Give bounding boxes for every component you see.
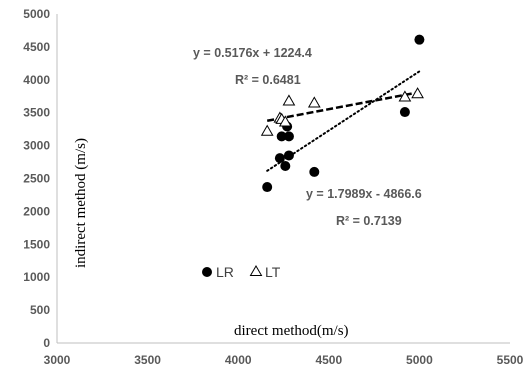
lt-point: [260, 124, 274, 136]
lr-point: [262, 182, 273, 193]
lr-trendline: [266, 70, 421, 172]
data-points: [260, 34, 425, 193]
y-tick-label: 4000: [23, 73, 50, 87]
lr-point: [414, 34, 425, 45]
lt-point: [307, 96, 321, 108]
lt-point: [278, 115, 292, 127]
lr-point: [309, 166, 320, 177]
y-axis-title: indirect method (m/s): [73, 138, 89, 268]
lr-point: [274, 153, 285, 164]
lt-point: [282, 94, 296, 106]
y-tick-label: 3000: [23, 139, 50, 153]
legend-lt-marker: [249, 265, 263, 276]
y-tick-label: 4500: [23, 40, 50, 54]
y-tick-label: 0: [43, 336, 50, 350]
legend-lt-label: LT: [265, 264, 281, 280]
x-tick-label: 3000: [44, 353, 71, 367]
lt-trend-equation: y = 0.5176x + 1224.4: [193, 46, 312, 60]
x-tick-label: 4000: [225, 353, 252, 367]
y-tick-label: 2000: [23, 204, 50, 218]
x-axis-title: direct method(m/s): [234, 323, 349, 339]
lt-point: [411, 87, 424, 99]
lr-trend-equation: y = 1.7989x - 4866.6: [306, 187, 422, 201]
lr-trend-r-squared: R² = 0.7139: [336, 214, 402, 228]
lr-point: [283, 150, 294, 161]
x-tick-label: 3500: [134, 353, 161, 367]
legend: LR LT: [202, 264, 281, 280]
lr-point: [280, 160, 291, 171]
y-tick-label: 500: [30, 303, 50, 317]
legend-lr-label: LR: [216, 264, 234, 280]
lt-trend-r-squared: R² = 0.6481: [235, 73, 301, 87]
y-tick-label: 3500: [23, 106, 50, 120]
y-tick-label: 1000: [23, 270, 50, 284]
y-tick-labels: 0 500 1000 1500 2000 2500 3000 3500 4000 4500 5000: [23, 7, 50, 350]
lt-trendline: [266, 90, 420, 122]
axes: [56, 14, 510, 344]
x-tick-label: 4500: [315, 353, 342, 367]
trendlines: [266, 70, 421, 172]
lr-point: [276, 131, 287, 142]
y-tick-label: 5000: [23, 7, 50, 21]
x-tick-label: 5000: [406, 353, 433, 367]
y-tick-label: 2500: [23, 172, 50, 186]
legend-lr-marker: [202, 267, 212, 277]
lr-point: [283, 131, 294, 142]
x-tick-label: 5500: [497, 353, 524, 367]
lr-point: [399, 107, 410, 118]
x-tick-labels: 3000 3500 4000 4500 5000 5500: [44, 353, 524, 367]
y-tick-label: 1500: [23, 237, 50, 251]
lt-point: [398, 90, 412, 102]
